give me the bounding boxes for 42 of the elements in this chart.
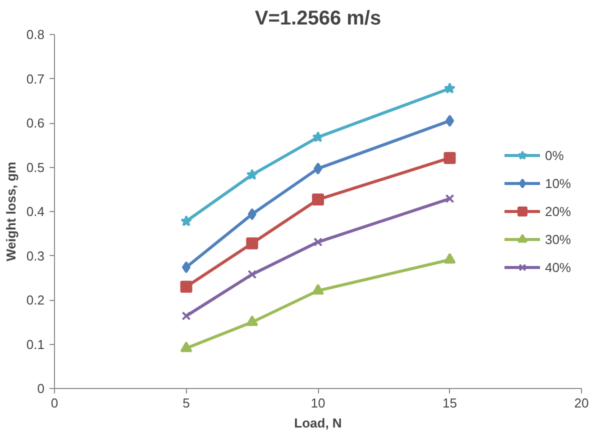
point bbox=[180, 215, 192, 226]
point bbox=[182, 261, 191, 274]
point bbox=[246, 237, 258, 250]
point bbox=[246, 315, 258, 326]
x-tick-label: 10 bbox=[310, 396, 326, 410]
chart-title: V=1.2566 m/s bbox=[254, 8, 382, 30]
point bbox=[248, 208, 256, 220]
x-tick-label: 5 bbox=[182, 396, 190, 410]
x-tick-label: 20 bbox=[574, 396, 589, 410]
point bbox=[248, 270, 257, 279]
point bbox=[246, 168, 258, 180]
point bbox=[444, 252, 456, 264]
point bbox=[180, 341, 192, 352]
point bbox=[312, 131, 324, 142]
y-tick-label: 0.2 bbox=[26, 292, 45, 308]
y-tick-label: 0.4 bbox=[26, 204, 45, 219]
y-tick-label: 0.7 bbox=[26, 71, 45, 86]
point bbox=[314, 162, 322, 175]
point bbox=[445, 194, 454, 204]
point bbox=[312, 194, 324, 206]
y-axis-title: Weight loss, gm bbox=[3, 162, 18, 262]
y-tick-label: 0.5 bbox=[26, 160, 45, 175]
point bbox=[444, 82, 456, 94]
x-axis-title: Load, N bbox=[294, 416, 342, 430]
point bbox=[312, 284, 324, 295]
y-tick-label: 0 bbox=[37, 381, 45, 396]
y-tick-label: 0.1 bbox=[26, 336, 45, 352]
x-tick-label: 0 bbox=[50, 396, 58, 410]
legend-label: 40% bbox=[544, 260, 571, 274]
legend-label: 10% bbox=[544, 176, 571, 190]
y-tick-label: 0.6 bbox=[26, 116, 45, 130]
legend-label: 0% bbox=[544, 148, 565, 162]
point bbox=[445, 114, 454, 127]
x-tick-label: 15 bbox=[442, 396, 457, 410]
y-tick-label: 0.3 bbox=[26, 248, 45, 264]
point bbox=[182, 311, 191, 320]
point bbox=[180, 280, 192, 293]
y-tick-label: 0.8 bbox=[26, 27, 45, 42]
legend-label: 20% bbox=[544, 204, 571, 218]
point bbox=[313, 237, 323, 247]
point bbox=[444, 152, 456, 164]
legend-label: 30% bbox=[544, 232, 571, 246]
